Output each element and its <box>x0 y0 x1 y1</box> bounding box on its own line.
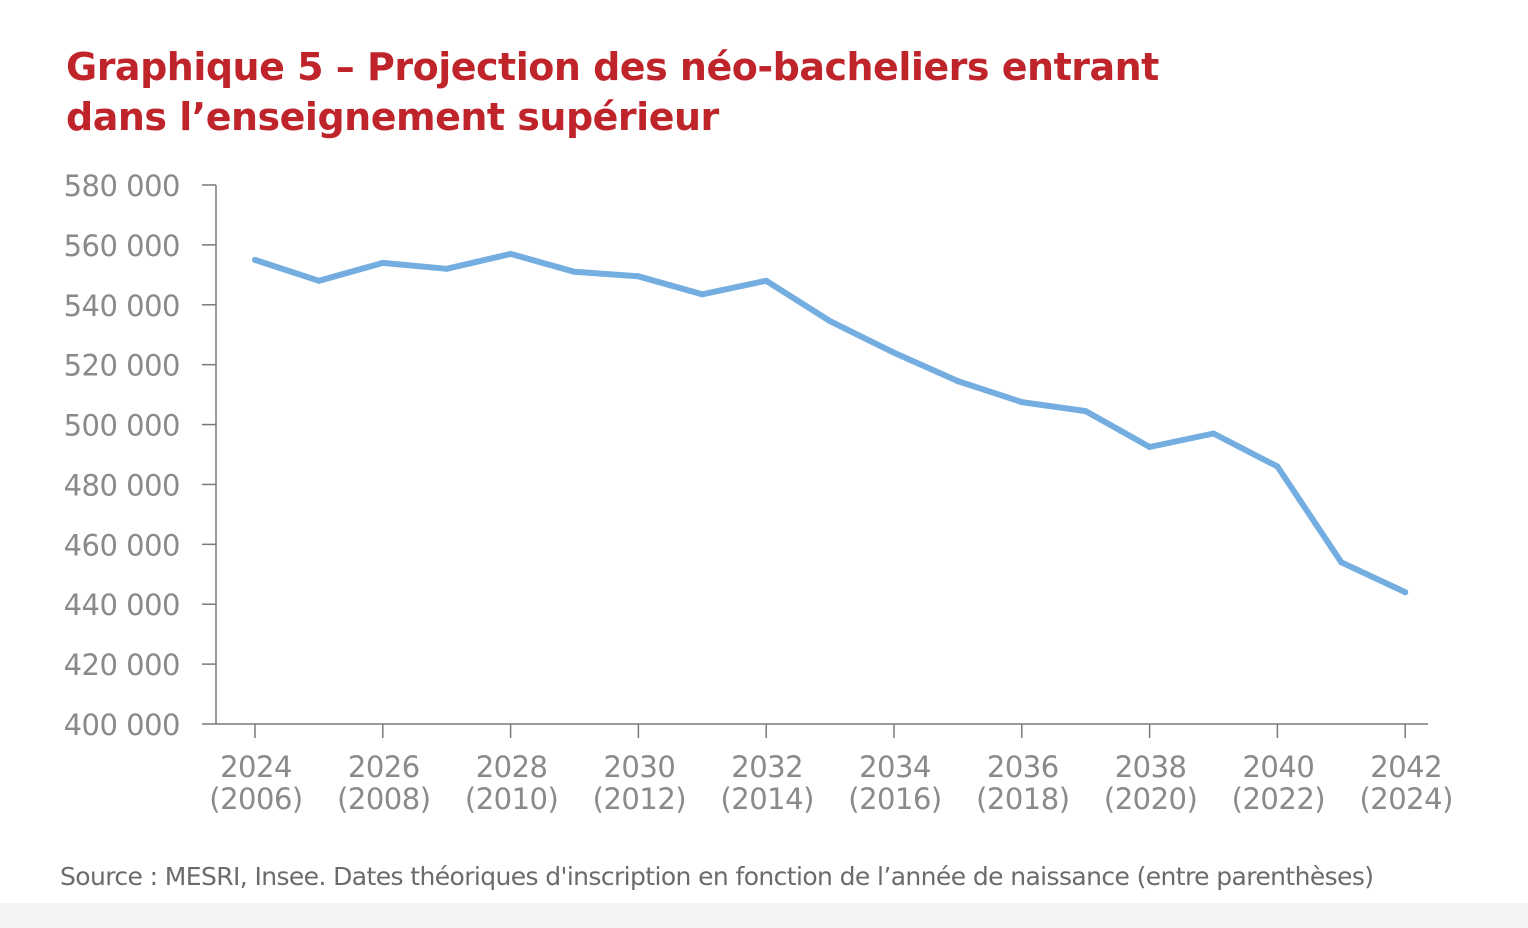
x-tick-label-birth-year: (2024) <box>1359 782 1452 816</box>
x-tick-label-year: 2032 <box>731 750 803 784</box>
data-point <box>379 259 386 266</box>
data-point <box>827 318 834 325</box>
y-tick-label: 580 000 <box>64 169 180 203</box>
chart-title-line-1: Graphique 5 – Projection des néo-bacheli… <box>66 45 1159 89</box>
x-axis: 2024(2006) 2026(2008) 2028(2010) 2030(2012)… <box>209 723 1453 816</box>
y-tick-label: 420 000 <box>64 648 180 682</box>
data-point <box>443 265 450 272</box>
data-point <box>954 378 961 385</box>
chart-title: Graphique 5 – Projection des néo-bacheli… <box>66 42 1366 142</box>
x-tick-label-birth-year: (2016) <box>848 782 941 816</box>
data-point <box>763 277 770 284</box>
series-line <box>252 250 1409 596</box>
y-tick-label: 460 000 <box>64 528 180 562</box>
x-tick-label-birth-year: (2018) <box>976 782 1069 816</box>
data-point <box>1146 444 1153 451</box>
x-tick-label-year: 2026 <box>348 750 420 784</box>
data-point <box>699 291 706 298</box>
series-group <box>252 250 1409 596</box>
x-tick-label-year: 2036 <box>987 750 1059 784</box>
line-chart: 400 000 420 000 440 000 460 000 480 000 500 0… <box>64 169 1454 816</box>
x-tick-label-year: 2038 <box>1115 750 1187 784</box>
x-tick-label-birth-year: (2006) <box>209 782 302 816</box>
y-tick-label: 520 000 <box>64 349 180 383</box>
x-tick-label-birth-year: (2014) <box>720 782 813 816</box>
x-tick-label-year: 2040 <box>1242 750 1314 784</box>
y-tick-label: 500 000 <box>64 409 180 443</box>
data-point <box>252 256 258 263</box>
source-note: Source : MESRI, Insee. Dates théoriques … <box>60 862 1374 891</box>
y-tick-label: 540 000 <box>64 289 180 323</box>
x-tick-label-birth-year: (2010) <box>465 782 558 816</box>
x-tick-label-birth-year: (2008) <box>337 782 430 816</box>
x-tick-label-year: 2030 <box>603 750 675 784</box>
data-point <box>1210 430 1217 437</box>
data-point <box>635 273 642 280</box>
bottom-band <box>0 903 1528 928</box>
data-point <box>315 277 322 284</box>
x-tick-label-year: 2024 <box>220 750 292 784</box>
chart-title-line-2: dans l’enseignement supérieur <box>66 95 719 139</box>
x-tick-label-birth-year: (2020) <box>1104 782 1197 816</box>
y-tick-label: 480 000 <box>64 468 180 502</box>
data-point <box>1018 399 1025 406</box>
data-point <box>507 250 514 257</box>
data-point <box>1402 589 1409 596</box>
data-point <box>891 349 897 356</box>
data-point <box>1274 463 1281 470</box>
data-point <box>1338 559 1345 566</box>
y-tick-label: 440 000 <box>64 588 180 622</box>
x-tick-label-year: 2042 <box>1370 750 1442 784</box>
data-point <box>571 268 578 275</box>
x-tick-label-year: 2034 <box>859 750 931 784</box>
x-tick-label-year: 2028 <box>476 750 548 784</box>
y-tick-label: 560 000 <box>64 229 180 263</box>
x-tick-label-birth-year: (2012) <box>593 782 686 816</box>
y-axis: 400 000 420 000 440 000 460 000 480 000 500 0… <box>64 169 217 742</box>
data-point <box>1082 408 1089 415</box>
x-tick-label-birth-year: (2022) <box>1232 782 1325 816</box>
y-tick-label: 400 000 <box>64 708 180 742</box>
